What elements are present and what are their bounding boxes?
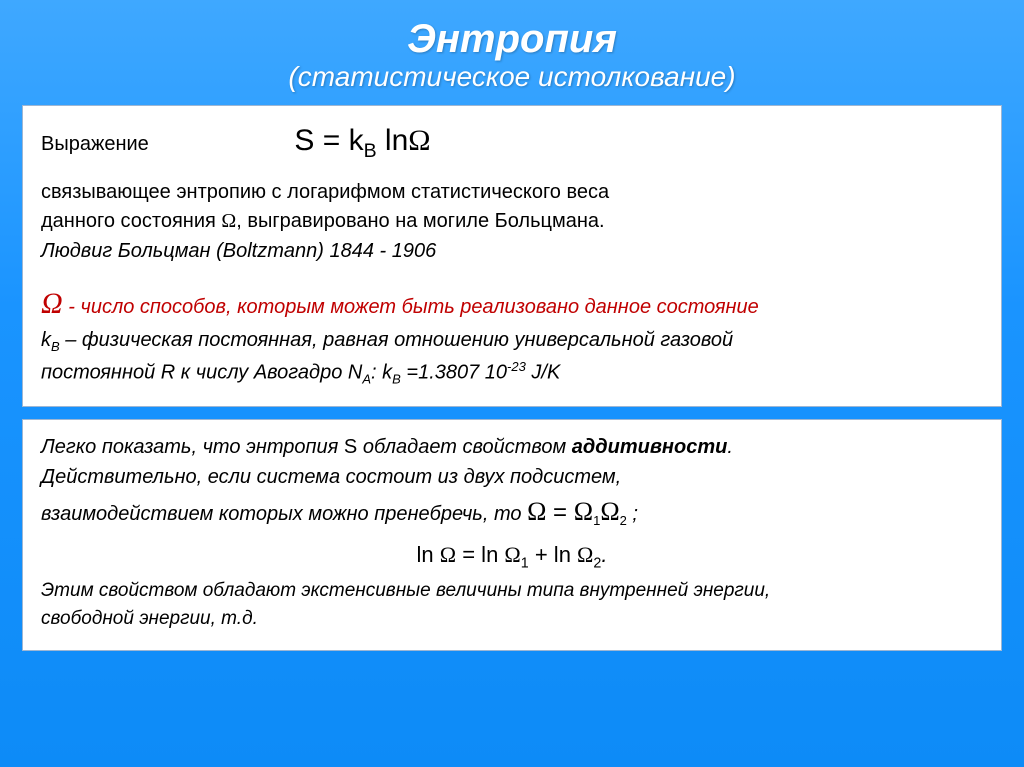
eq1-eq: = — [546, 499, 573, 526]
eq2-o1: Ω — [504, 542, 520, 567]
desc2-omega: Ω — [221, 210, 236, 232]
kb-a: k — [41, 329, 51, 351]
boltzmann-formula: S = kB lnΩ — [294, 120, 430, 165]
ln-equation: ln Ω = ln Ω1 + ln Ω2. — [41, 540, 983, 574]
slide-title: Энтропия — [22, 18, 1002, 60]
eq2-c: + ln — [529, 542, 577, 567]
eq2-d: . — [601, 542, 607, 567]
desc-line-1: связывающее энтропию с логарифмом статис… — [41, 179, 983, 207]
omega-symbol: Ω — [41, 287, 63, 320]
boltzmann-name: Людвиг Больцман (Boltzmann) 1844 - 1906 — [41, 238, 983, 266]
formula-ln: ln — [377, 124, 409, 157]
kb-b: – физическая постоянная, равная отношени… — [60, 329, 733, 351]
panel-additivity: Легко показать, что энтропия S обладает … — [22, 419, 1002, 651]
formula-omega: Ω — [408, 124, 430, 157]
add-line-2: Действительно, если система состоит из д… — [41, 464, 983, 492]
formula-line: Выражение S = kB lnΩ — [41, 120, 983, 165]
add-line-3: взаимодействием которых можно пренебречь… — [41, 494, 983, 530]
l1-s: S — [344, 436, 357, 458]
eq2-b: = ln — [456, 542, 504, 567]
eq2-a: ln — [417, 542, 440, 567]
slide-container: Энтропия (статистическое истолкование) В… — [0, 0, 1024, 767]
kb-line-1: kB – физическая постоянная, равная отнош… — [41, 327, 983, 356]
l1-a: Легко показать, что энтропия — [41, 436, 344, 458]
eq1-o2: Ω — [600, 497, 619, 526]
omega-definition: Ω - число способов, которым может быть р… — [41, 283, 983, 324]
kb2-sub-b: B — [392, 371, 401, 386]
l1-c: . — [727, 436, 733, 458]
omega-def-text: число способов, которым может быть реали… — [80, 296, 758, 318]
panel-formula: Выражение S = kB lnΩ связывающее энтропи… — [22, 105, 1002, 408]
eq1-omega: Ω — [527, 497, 546, 526]
kb2-sup: -23 — [507, 359, 526, 374]
kb2-sub-a: A — [362, 371, 371, 386]
title-block: Энтропия (статистическое истолкование) — [22, 18, 1002, 93]
desc-line-2: данного состояния Ω, выгравировано на мо… — [41, 208, 983, 236]
formula-part-a: S = k — [294, 124, 363, 157]
kb2-a: постоянной R к числу Авогадро N — [41, 361, 362, 383]
l1-b: обладает свойством — [357, 436, 571, 458]
add-line-1: Легко показать, что энтропия S обладает … — [41, 434, 983, 462]
kb2-d: J/K — [526, 361, 560, 383]
eq2-o: Ω — [440, 542, 456, 567]
eq1-s2: 2 — [620, 513, 627, 528]
ext-line-2: свободной энергии, т.д. — [41, 606, 983, 632]
kb-sub: B — [51, 339, 60, 354]
kb2-c: =1.3807 10 — [401, 361, 507, 383]
expression-label: Выражение — [41, 133, 149, 155]
kb-line-2: постоянной R к числу Авогадро NA: kB =1.… — [41, 358, 983, 389]
eq2-s1: 1 — [521, 555, 529, 571]
ext-line-1: Этим свойством обладают экстенсивные вел… — [41, 578, 983, 604]
eq1-o1: Ω — [574, 497, 593, 526]
desc2-a: данного состояния — [41, 210, 221, 232]
omega-dash: - — [63, 296, 81, 318]
formula-sub-b: B — [364, 140, 377, 162]
kb2-b: : k — [371, 361, 392, 383]
eq1-end: ; — [627, 503, 638, 525]
desc2-b: , выгравировано на могиле Больцмана. — [236, 210, 604, 232]
l3-a: взаимодействием которых можно пренебречь… — [41, 503, 527, 525]
eq2-o2: Ω — [577, 542, 593, 567]
slide-subtitle: (статистическое истолкование) — [22, 62, 1002, 93]
l1-bold: аддитивности — [572, 436, 728, 458]
